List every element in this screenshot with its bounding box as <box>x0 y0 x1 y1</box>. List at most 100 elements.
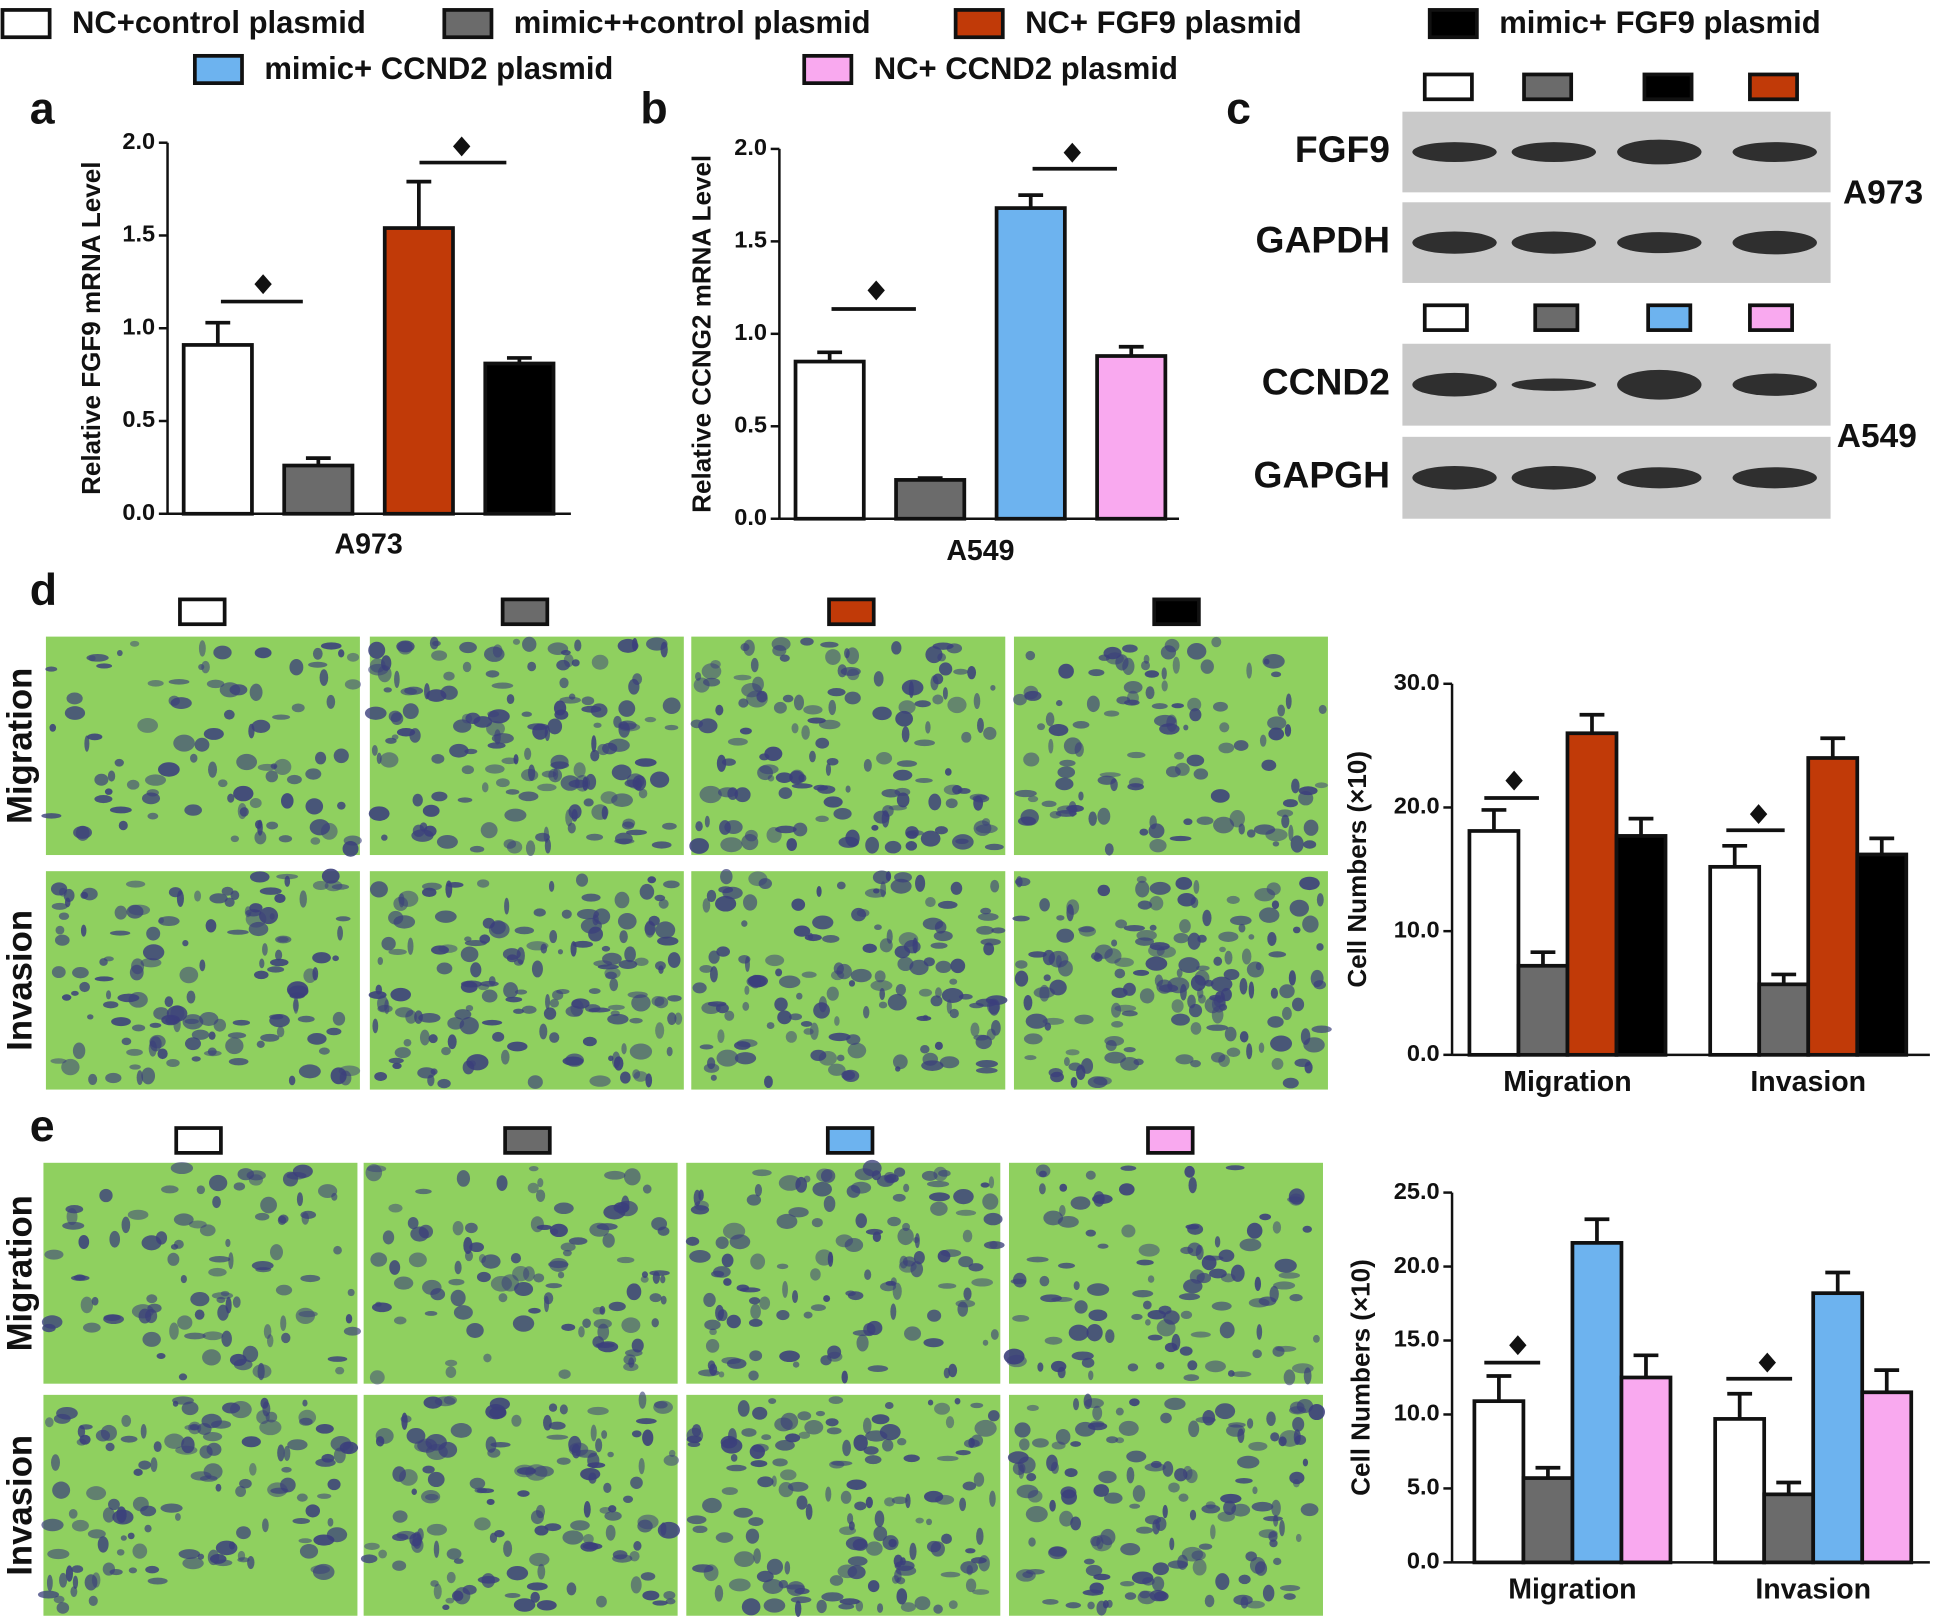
cell-blob <box>249 1462 257 1476</box>
cell-blob <box>445 880 453 898</box>
cell-blob <box>1137 900 1153 910</box>
cell-blob <box>1213 816 1235 834</box>
cell-blob <box>1013 693 1027 706</box>
cell-blob <box>658 899 669 909</box>
cell-blob <box>347 1288 355 1297</box>
cell-blob <box>138 1308 152 1324</box>
cell-blob <box>891 1496 908 1505</box>
cell-blob <box>815 1249 833 1266</box>
cell-blob <box>823 1195 836 1213</box>
cell-blob <box>225 1037 244 1055</box>
cell-blob <box>422 804 440 817</box>
cell-blob <box>1023 994 1033 1011</box>
cell-blob <box>1128 777 1144 788</box>
cell-blob <box>1088 1370 1094 1381</box>
cell-blob <box>1012 1315 1030 1322</box>
cell-blob <box>244 906 252 918</box>
cell-blob <box>206 679 225 689</box>
cell-blob <box>394 1047 411 1059</box>
cell-blob <box>1233 1594 1253 1606</box>
cell-blob <box>674 1012 683 1025</box>
cell-blob <box>1155 1362 1165 1370</box>
cell-blob <box>537 1178 544 1188</box>
cell-blob <box>966 1565 973 1576</box>
cell-blob <box>388 948 407 956</box>
cell-blob <box>1138 1243 1160 1257</box>
cell-blob <box>1246 662 1252 679</box>
cell-blob <box>431 650 448 661</box>
cell-blob <box>366 1165 387 1173</box>
cell-blob <box>721 1437 743 1454</box>
cell-blob <box>940 1571 961 1578</box>
cell-blob <box>1055 700 1063 707</box>
cell-blob <box>1158 984 1179 993</box>
cell-blob <box>856 1334 869 1352</box>
cell-blob <box>980 1182 990 1188</box>
legend-label: mimic+ FGF9 plasmid <box>1499 5 1820 40</box>
cell-blob <box>638 1391 647 1409</box>
cell-blob <box>91 1572 101 1588</box>
x-tick-label: A973 <box>334 529 402 561</box>
cell-blob <box>1097 775 1117 785</box>
cell-blob <box>1206 1024 1229 1031</box>
cell-blob <box>1205 1501 1216 1509</box>
cell-blob <box>1169 835 1192 842</box>
cell-blob <box>155 1231 168 1245</box>
cell-blob <box>307 1032 327 1045</box>
cell-blob <box>338 649 345 658</box>
blot-band <box>1732 467 1817 489</box>
cell-blob <box>825 1486 832 1502</box>
blot-band <box>1617 467 1702 489</box>
blot-band <box>1617 232 1702 254</box>
cell-blob <box>654 894 666 902</box>
cell-blob <box>962 1229 973 1243</box>
cell-blob <box>604 1170 626 1180</box>
cell-blob <box>874 970 886 983</box>
cell-blob <box>815 815 829 823</box>
cell-blob <box>913 1250 925 1265</box>
cell-blob <box>752 1406 768 1420</box>
cell-blob <box>88 1073 98 1086</box>
cell-blob <box>1292 1417 1305 1432</box>
cell-blob <box>934 1402 951 1415</box>
cell-blob <box>935 1494 955 1505</box>
y-tick-label: 2.0 <box>122 128 155 154</box>
cell-blob <box>70 1586 78 1598</box>
cell-blob <box>559 1404 568 1415</box>
cell-blob <box>544 1523 562 1532</box>
cell-blob <box>741 683 762 698</box>
cell-blob <box>526 1582 548 1591</box>
cell-blob <box>256 1040 265 1048</box>
cell-blob <box>342 1441 354 1454</box>
cell-blob <box>1229 915 1252 926</box>
cell-blob <box>127 1532 135 1540</box>
cell-blob <box>1129 1503 1141 1509</box>
cell-blob <box>1223 969 1240 980</box>
cell-blob <box>545 1283 563 1289</box>
cell-blob <box>721 1487 738 1496</box>
cell-blob <box>281 793 294 809</box>
cell-blob <box>975 1034 993 1050</box>
cell-blob <box>743 639 755 656</box>
cell-blob <box>618 959 638 969</box>
cell-blob <box>378 1549 387 1559</box>
cell-blob <box>963 1439 980 1448</box>
cell-blob <box>721 1253 734 1268</box>
cell-blob <box>230 890 240 901</box>
cell-blob <box>816 1599 827 1614</box>
cell-blob <box>1189 1509 1197 1521</box>
bar <box>483 361 556 516</box>
cell-blob <box>815 1410 826 1417</box>
cell-blob <box>853 1434 868 1452</box>
cell-blob <box>248 1174 263 1186</box>
cell-blob <box>326 1027 342 1036</box>
cell-blob <box>431 753 445 764</box>
cell-blob <box>1298 790 1314 806</box>
cell-blob <box>305 1504 321 1518</box>
cell-blob <box>1239 977 1248 995</box>
cell-blob <box>514 1282 534 1297</box>
cell-blob <box>1171 703 1184 709</box>
cell-blob <box>894 872 912 883</box>
cell-blob <box>692 1564 714 1573</box>
cell-blob <box>72 1575 79 1589</box>
